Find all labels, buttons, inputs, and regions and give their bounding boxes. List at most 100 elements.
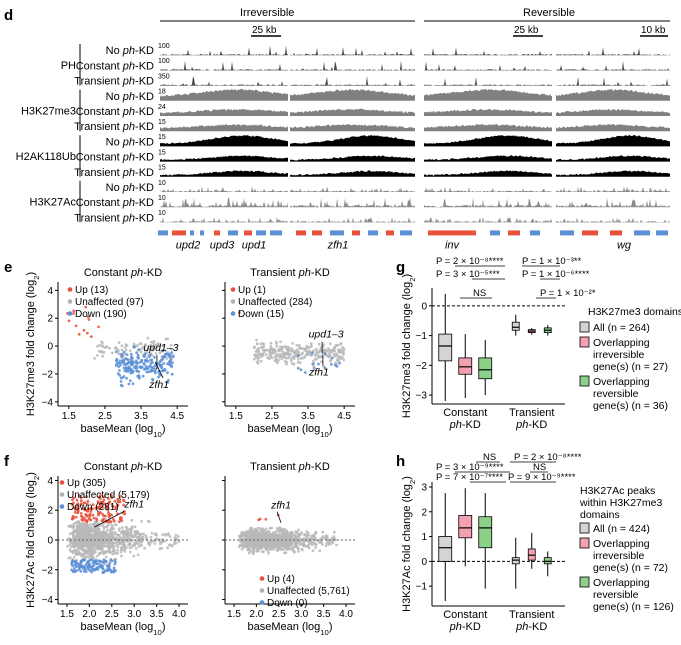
track-max-value: 100 bbox=[158, 58, 170, 65]
gene-annotation: zfh1 bbox=[270, 500, 291, 512]
panel-letter-h: h bbox=[396, 453, 405, 470]
gene-model bbox=[256, 230, 266, 236]
track-signal bbox=[424, 76, 552, 86]
scatter-point bbox=[80, 559, 84, 562]
scatter-point bbox=[83, 508, 87, 512]
x-axis-label: baseMean (log10) bbox=[80, 621, 165, 637]
scatter-point bbox=[136, 361, 139, 365]
scatter-point bbox=[97, 559, 100, 562]
scatter-point bbox=[170, 351, 174, 354]
legend-marker bbox=[59, 492, 65, 497]
scatter-point bbox=[72, 528, 76, 532]
scatter-point bbox=[155, 533, 159, 537]
track-signal bbox=[160, 108, 288, 116]
scatter-point bbox=[118, 374, 122, 377]
scatter-point bbox=[78, 543, 81, 546]
significance-label: P = 1 × 10⁻⁶**** bbox=[522, 269, 590, 280]
scatter-point bbox=[165, 357, 169, 360]
scatter-point bbox=[74, 553, 78, 556]
scatter-point bbox=[128, 360, 132, 364]
legend-label: Overlapping bbox=[593, 376, 650, 388]
scatter-point bbox=[313, 353, 317, 357]
scatter-point bbox=[111, 505, 115, 508]
plot-title: Constant ph-KD bbox=[84, 267, 162, 279]
scatter-point bbox=[303, 371, 307, 374]
scatter-point bbox=[105, 549, 109, 553]
scatter-point bbox=[256, 356, 260, 360]
scatter-point bbox=[307, 538, 311, 542]
scatter-point bbox=[107, 522, 110, 526]
track-group-label: H3K27Ac bbox=[30, 197, 77, 209]
scatter-point bbox=[341, 356, 344, 359]
scatter-point bbox=[280, 357, 284, 361]
scatter-point bbox=[302, 347, 305, 350]
track-signal bbox=[290, 60, 415, 71]
scatter-point bbox=[73, 567, 76, 570]
scatter-point bbox=[78, 540, 82, 543]
scatter-point bbox=[271, 531, 275, 535]
legend-label: Unaffected (5,761) bbox=[267, 586, 350, 597]
scatter-point bbox=[260, 346, 264, 349]
gene-model bbox=[490, 230, 500, 236]
track-signal bbox=[556, 155, 670, 162]
scatter-point bbox=[128, 550, 132, 554]
scatter-point bbox=[262, 342, 266, 346]
scatter-point bbox=[118, 364, 122, 367]
scatter-point bbox=[154, 367, 158, 371]
scatter-point bbox=[97, 541, 101, 545]
scatter-points bbox=[66, 494, 181, 574]
scatter-point bbox=[307, 543, 311, 547]
scatter-point bbox=[339, 342, 343, 346]
scatter-point bbox=[134, 547, 138, 550]
scatter-point bbox=[111, 552, 115, 556]
scatter-plot-e-constant: Constant ph-KD 1.5 2.5 3.5 4.5 −4 −2 0 2 4 baseMea… bbox=[25, 267, 188, 439]
scatter-point bbox=[257, 549, 260, 553]
y-axis-label: H3K27Ac fold change (log2) bbox=[401, 476, 417, 612]
scatter-point bbox=[74, 515, 78, 519]
annotation-leader bbox=[276, 511, 282, 523]
track-signal bbox=[290, 155, 415, 162]
scatter-point bbox=[75, 562, 78, 566]
scatter-point bbox=[290, 542, 294, 546]
track-signal bbox=[424, 170, 552, 177]
scatter-point bbox=[265, 547, 268, 551]
scatter-point bbox=[287, 354, 291, 357]
scatter-point bbox=[119, 516, 122, 519]
scatter-point bbox=[87, 568, 91, 572]
scatter-point bbox=[148, 355, 151, 359]
gene-annotation: zfh1 bbox=[308, 366, 329, 378]
x-tick-label: 1.5 bbox=[227, 609, 241, 620]
legend-label: Overlapping bbox=[593, 337, 650, 349]
track-signal bbox=[556, 108, 670, 116]
scatter-point bbox=[310, 345, 313, 348]
scatter-point bbox=[238, 311, 241, 315]
y-tick-label: 2 bbox=[47, 506, 53, 517]
y-axis-label: H3K27me3 fold change (log2) bbox=[401, 274, 417, 418]
legend-label: Down (190) bbox=[75, 309, 127, 320]
scatter-point bbox=[256, 361, 260, 365]
scatter-point bbox=[276, 549, 280, 552]
scatter-point bbox=[300, 352, 304, 356]
track-signal bbox=[160, 76, 288, 86]
scatter-point bbox=[166, 337, 170, 341]
scatter-point bbox=[253, 544, 257, 548]
scatter-point bbox=[107, 511, 110, 515]
scatter-point bbox=[259, 342, 263, 346]
track-signal bbox=[556, 170, 670, 177]
scatter-point bbox=[94, 534, 98, 538]
scatter-point bbox=[135, 530, 138, 534]
scatter-point bbox=[108, 562, 112, 565]
legend-label: Unaffected (284) bbox=[238, 297, 312, 308]
x-tick-label: 2.0 bbox=[82, 609, 96, 620]
scatter-point bbox=[92, 559, 96, 563]
scatter-point bbox=[265, 530, 269, 534]
scatter-point bbox=[97, 562, 101, 566]
scatter-point bbox=[91, 555, 95, 559]
scatter-point bbox=[305, 350, 309, 353]
scatter-point bbox=[158, 372, 161, 376]
scatter-point bbox=[327, 355, 331, 359]
scatter-point bbox=[89, 569, 93, 572]
scatter-point bbox=[123, 512, 127, 516]
scatter-point bbox=[277, 348, 281, 351]
scatter-point bbox=[69, 524, 73, 527]
